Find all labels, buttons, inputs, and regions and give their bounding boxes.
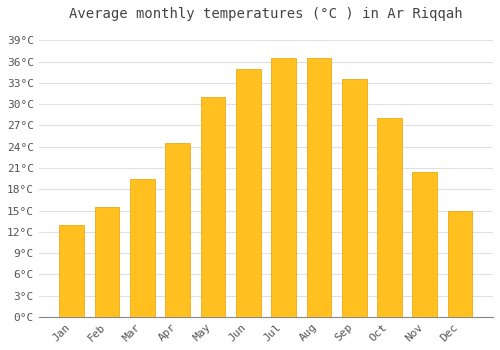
Bar (342, 79, 366, 317)
Bar (306, 58, 331, 317)
Bar (130, 178, 155, 317)
Bar (271, 58, 296, 317)
Title: Average monthly temperatures (°C ) in Ar Riqqah: Average monthly temperatures (°C ) in Ar… (69, 7, 462, 21)
Bar (60, 225, 84, 317)
Bar (448, 210, 472, 317)
Bar (236, 69, 260, 317)
Bar (94, 207, 120, 317)
Bar (412, 172, 437, 317)
Bar (166, 143, 190, 317)
Bar (200, 97, 226, 317)
Bar (377, 118, 402, 317)
